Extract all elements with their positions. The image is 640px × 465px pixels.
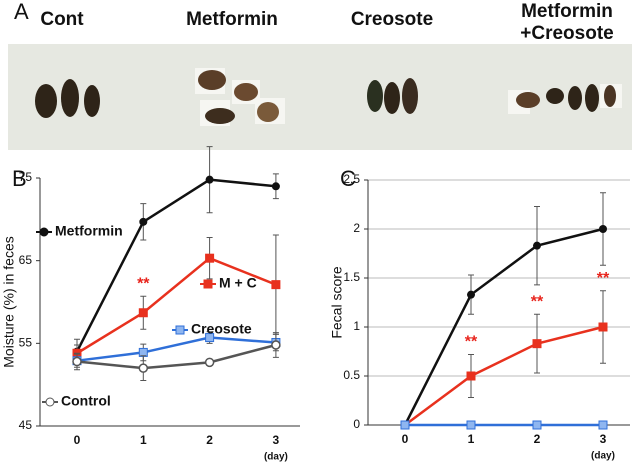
y-tick-label: 55 [19, 336, 33, 350]
y-tick-label: 45 [19, 418, 33, 432]
legend-label: M + C [219, 275, 257, 291]
marker [204, 357, 215, 368]
marker [138, 363, 149, 373]
x-unit: (day) [264, 452, 288, 463]
legend-marker [45, 397, 55, 407]
panel-label: A [14, 0, 29, 24]
marker [598, 322, 608, 332]
x-unit: (day) [591, 451, 615, 462]
y-axis-title: Fecal score [329, 266, 345, 339]
marker [400, 420, 410, 430]
sample-label: Creosote [351, 9, 433, 30]
marker [138, 308, 148, 318]
marker [271, 340, 281, 350]
series-line [76, 343, 277, 370]
marker [205, 253, 215, 263]
x-tick-label: 0 [402, 432, 409, 446]
x-tick-label: 2 [206, 433, 213, 447]
y-axis-title: Moisture (%) in feces [1, 236, 17, 367]
legend-label: Creosote [191, 321, 252, 337]
marker [271, 280, 281, 290]
sample-label: +Creosote [520, 23, 613, 44]
marker [532, 420, 542, 430]
y-tick-label: 1.5 [343, 270, 360, 284]
sample-label: Metformin [186, 9, 278, 30]
marker [205, 175, 214, 184]
legend-marker [203, 279, 213, 289]
marker [467, 290, 475, 299]
y-tick-label: 0.5 [343, 368, 360, 382]
marker [466, 371, 476, 381]
marker [271, 182, 280, 191]
x-tick-label: 1 [468, 432, 475, 446]
sample-label: Cont [40, 9, 84, 30]
series-line [76, 336, 276, 362]
x-tick-label: 0 [74, 433, 81, 447]
series-line [404, 325, 604, 427]
marker [72, 356, 82, 367]
y-tick-label: 2.5 [343, 172, 360, 186]
y-tick-label: 0 [353, 417, 360, 431]
marker [466, 420, 476, 430]
legend-label: Control [61, 393, 111, 409]
legend-marker [175, 325, 185, 335]
annotation: ** [465, 334, 478, 351]
marker [138, 347, 148, 357]
marker [139, 217, 148, 226]
annotation: ** [597, 270, 610, 287]
marker [598, 420, 608, 430]
marker [533, 241, 541, 250]
y-tick-label: 65 [19, 253, 33, 267]
sample-label: Metformin [521, 1, 613, 22]
legend-label: Metformin [55, 223, 123, 239]
legend-marker [39, 227, 49, 237]
annotation: ** [137, 275, 150, 292]
series-line [76, 256, 277, 355]
marker [599, 225, 607, 233]
x-tick-label: 3 [600, 432, 607, 446]
x-tick-label: 3 [273, 433, 280, 447]
panel-label: C [340, 166, 356, 191]
panel-label: B [12, 166, 27, 191]
annotation: ** [531, 293, 544, 310]
marker [532, 339, 542, 349]
y-tick-label: 2 [353, 221, 360, 235]
series-line [75, 178, 277, 353]
y-tick-label: 1 [353, 319, 360, 333]
feces-photo [35, 68, 622, 126]
x-tick-label: 1 [140, 433, 147, 447]
y-tick-label: 75 [19, 170, 33, 184]
x-tick-label: 2 [534, 432, 541, 446]
marker [205, 333, 215, 343]
series-line [403, 227, 604, 426]
